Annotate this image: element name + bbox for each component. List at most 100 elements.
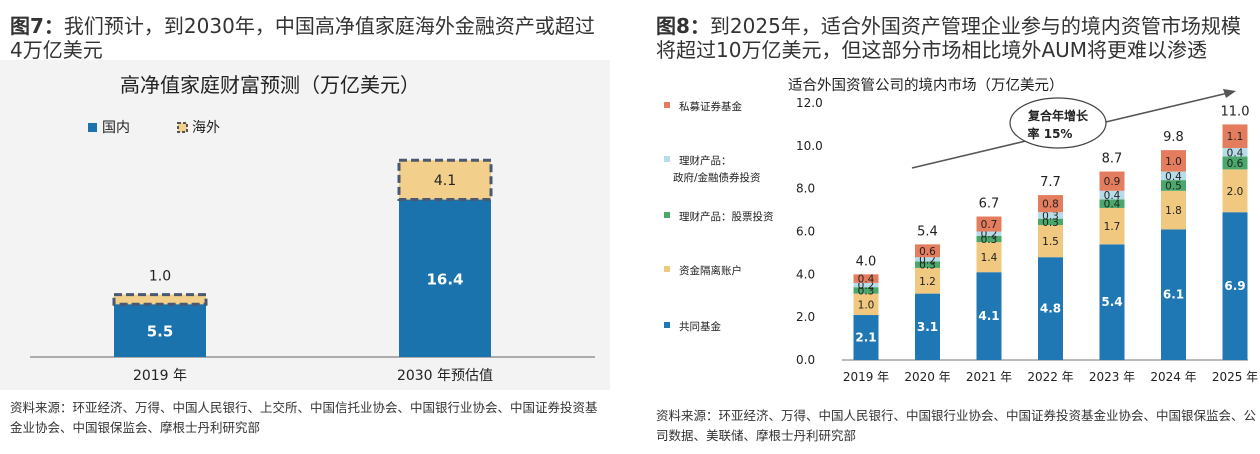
- cagr-label: 复合年增长: [1027, 108, 1089, 123]
- data-label: 0.4: [858, 274, 875, 286]
- cagr-label: 率 15%: [1028, 126, 1073, 141]
- x-tick-label: 2024 年: [1150, 370, 1196, 384]
- bar-segment: [1038, 218, 1063, 226]
- legend-label: 共同基金: [679, 320, 721, 333]
- figure-8-title: 图8：到2025年，适合外国资产管理企业参与的境内资管市场规模将超过10万亿美元…: [656, 14, 1256, 62]
- legend-swatch: [177, 122, 188, 133]
- x-tick-label: 2030 年预估值: [397, 368, 493, 384]
- bar-segment: [1038, 225, 1063, 258]
- figure-7-chart-area: 高净值家庭财富预测（万亿美元） 国内 海外 5.5 1.0 2019 年 16.4 4.1 20…: [0, 60, 610, 390]
- data-label: 1.4: [981, 252, 998, 264]
- x-tick-label: 2022 年: [1027, 370, 1073, 384]
- bar-segment: [1161, 180, 1186, 191]
- data-label: 6.9: [1224, 279, 1245, 293]
- figure-7-source: 资料来源：环亚经济、万得、中国人民银行、上交所、中国信托业协会、中国银行业协会、…: [10, 400, 598, 435]
- y-tick-label: 10.0: [796, 139, 823, 153]
- bar-segment: [1222, 124, 1248, 148]
- figure-8-label: 图8：: [656, 14, 710, 38]
- data-label: 0.3: [1042, 217, 1059, 229]
- bar-segment: [1161, 229, 1186, 360]
- x-tick-label: 2021 年: [966, 370, 1012, 384]
- figure-7-title: 图7：我们预计，到2030年，中国高净值家庭海外金融资产或超过4万亿美元: [10, 14, 600, 62]
- legend-label: 私募证券基金: [679, 100, 742, 113]
- data-label: 1.2: [919, 276, 936, 288]
- data-label: 2.0: [1227, 186, 1244, 198]
- data-label-domestic: 16.4: [426, 270, 463, 288]
- bar-segment: [976, 272, 1002, 360]
- bar-segment: [1222, 156, 1248, 170]
- x-tick-label: 2025 年: [1212, 370, 1258, 384]
- data-label: 1.8: [1165, 205, 1182, 217]
- figure-8-chart: 适合外国资管公司的境内市场（万亿美元） 共同基金 资金隔离账户 理财产品：股票投资理财…: [664, 76, 1258, 384]
- legend-swatch: [664, 156, 670, 162]
- bar-overseas: [397, 158, 493, 202]
- chart-title: 高净值家庭财富预测（万亿美元）: [120, 73, 420, 97]
- legend-label: 理财产品：股票投资: [679, 210, 774, 223]
- y-tick-label: 2.0: [796, 310, 815, 324]
- x-tick-label: 2023 年: [1089, 370, 1135, 384]
- figure-8-source: 资料来源：环亚经济、万得、中国人民银行、中国银行业协会、中国证券投资基金业协会、…: [656, 408, 1257, 443]
- bar-segment: [1222, 147, 1248, 157]
- total-label: 5.4: [917, 224, 938, 239]
- legend-swatch: [664, 266, 670, 272]
- trend-arrowhead: [1223, 89, 1236, 98]
- bar-segment: [1161, 190, 1186, 230]
- legend: 国内 海外: [88, 120, 220, 136]
- data-label: 0.6: [919, 246, 936, 258]
- data-label-overseas: 4.1: [434, 173, 456, 189]
- legend-label: 资金隔离账户: [679, 264, 742, 277]
- data-label: 2.1: [855, 331, 876, 345]
- data-label: 0.6: [1227, 158, 1244, 170]
- data-label: 4.1: [978, 309, 999, 323]
- legend-swatch: [664, 322, 670, 328]
- data-label: 5.4: [1101, 295, 1122, 309]
- y-tick-label: 4.0: [796, 267, 815, 281]
- bar-segment: [853, 287, 879, 294]
- total-label: 4.0: [856, 254, 877, 269]
- data-label: 3.1: [917, 320, 938, 334]
- bar-segment: [1099, 171, 1125, 191]
- bar-segment: [1099, 199, 1125, 208]
- data-label: 0.8: [1042, 199, 1059, 211]
- data-label: 0.2: [858, 280, 875, 292]
- figure-8-chart-area: 适合外国资管公司的境内市场（万亿美元） 共同基金 资金隔离账户 理财产品：股票投资 理财…: [650, 60, 1260, 390]
- bar-domestic: [114, 304, 206, 357]
- data-label: 0.3: [981, 234, 998, 246]
- legend-swatch: [664, 212, 670, 218]
- bar-segment: [1222, 169, 1248, 213]
- figure-7-panel: 图7：我们预计，到2030年，中国高净值家庭海外金融资产或超过4万亿美元 高净值…: [0, 0, 620, 454]
- legend-swatch: [664, 102, 670, 108]
- figure-8-panel: 图8：到2025年，适合外国资产管理企业参与的境内资管市场规模将超过10万亿美元…: [650, 0, 1260, 454]
- figure-7-title-text: 我们预计，到2030年，中国高净值家庭海外金融资产或超过4万亿美元: [10, 14, 595, 62]
- data-label-domestic: 5.5: [147, 323, 174, 341]
- data-label: 4.8: [1040, 302, 1061, 316]
- data-label: 0.3: [1042, 210, 1059, 222]
- figure-8-title-text: 到2025年，适合外国资产管理企业参与的境内资管市场规模将超过10万亿美元，但这…: [656, 14, 1241, 62]
- data-label: 0.3: [858, 285, 875, 297]
- bar-segment: [1161, 171, 1186, 181]
- bar-segment: [915, 261, 940, 268]
- legend-label: 理财产品：: [679, 154, 732, 167]
- data-label: 0.7: [981, 219, 998, 231]
- bar-segment: [1099, 207, 1125, 245]
- bar-overseas: [112, 293, 208, 306]
- bar-segment: [915, 244, 940, 258]
- bar-segment: [976, 231, 1002, 236]
- legend-label: 海外: [192, 120, 220, 136]
- data-label: 0.3: [919, 260, 936, 272]
- legend-swatch: [88, 123, 97, 132]
- cagr-bubble: [1009, 97, 1107, 149]
- data-label: 0.4: [1104, 199, 1121, 211]
- bar-segment: [915, 257, 940, 262]
- bar-segment: [1099, 244, 1125, 360]
- total-label: 9.8: [1163, 130, 1184, 145]
- bar-segment: [1038, 195, 1063, 213]
- y-tick-label: 0.0: [796, 353, 815, 367]
- data-label: 1.7: [1104, 221, 1121, 233]
- data-label: 0.4: [1104, 190, 1121, 202]
- x-tick-label: 2019 年: [843, 370, 889, 384]
- total-label: 8.7: [1102, 152, 1123, 167]
- total-label: 6.7: [979, 197, 1000, 212]
- bar-segment: [976, 235, 1002, 243]
- x-tick-label: 2019 年: [133, 368, 187, 384]
